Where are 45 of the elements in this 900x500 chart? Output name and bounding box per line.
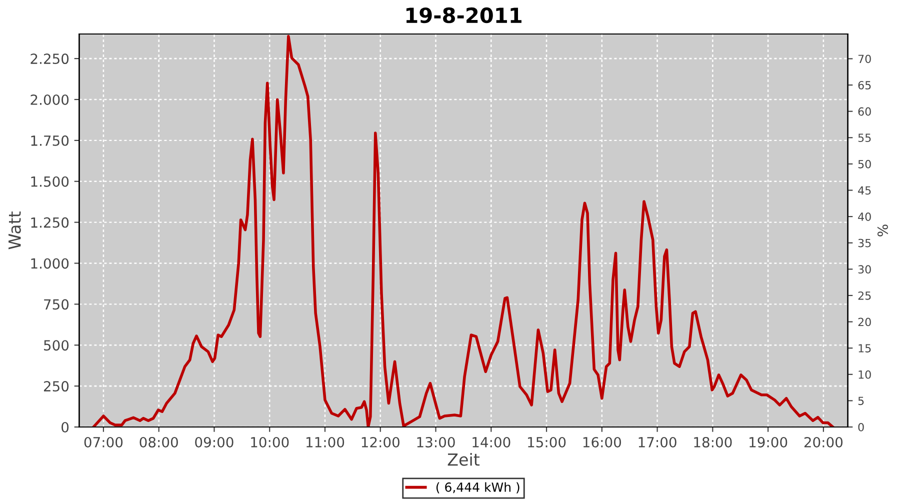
x-axis-title: Zeit bbox=[448, 452, 480, 466]
y2-tick-label: 0 bbox=[858, 422, 864, 432]
chart-title: 19-8-2011 bbox=[406, 7, 522, 24]
y2-tick-label: 30 bbox=[858, 265, 871, 274]
y-tick-label: 1.500 bbox=[31, 176, 69, 187]
y2-tick-label: 20 bbox=[858, 318, 871, 326]
y-tick-label: 1.000 bbox=[31, 258, 69, 269]
x-tick-label: 10:00 bbox=[251, 436, 289, 448]
y2-tick-label: 5 bbox=[858, 396, 864, 406]
y-axis-title: Watt bbox=[8, 212, 21, 250]
x-tick-label: 18:00 bbox=[694, 436, 732, 448]
y2-tick-label: 35 bbox=[858, 238, 871, 248]
x-tick-label: 13:00 bbox=[417, 436, 455, 448]
y-tick-label: 2.000 bbox=[30, 94, 69, 105]
y2-tick-label: 65 bbox=[858, 81, 871, 90]
x-tick-label: 14:00 bbox=[472, 436, 510, 448]
y-tick-label: 1.250 bbox=[31, 217, 69, 228]
y-tick-label: 250 bbox=[44, 381, 69, 392]
y2-tick-label: 10 bbox=[858, 370, 871, 379]
x-tick-label: 07:00 bbox=[84, 436, 123, 448]
y2-tick-label: 15 bbox=[858, 344, 871, 352]
x-tick-label: 15:00 bbox=[528, 436, 566, 448]
x-tick-label: 12:00 bbox=[362, 436, 400, 448]
y2-tick-label: 60 bbox=[858, 107, 871, 116]
y2-tick-label: 45 bbox=[858, 186, 871, 195]
y-tick-label: 750 bbox=[44, 299, 69, 310]
y2-axis-title: % bbox=[877, 224, 888, 236]
x-tick-label: 19:00 bbox=[750, 436, 788, 448]
x-tick-label: 09:00 bbox=[195, 436, 234, 448]
y2-tick-label: 40 bbox=[858, 212, 871, 221]
y-tick-label: 0 bbox=[62, 422, 69, 432]
y2-tick-label: 25 bbox=[858, 291, 871, 300]
x-tick-label: 11:00 bbox=[306, 436, 344, 448]
y-tick-label: 2.250 bbox=[30, 54, 69, 64]
y2-tick-label: 55 bbox=[858, 134, 871, 142]
line-series bbox=[92, 34, 834, 427]
x-tick-label: 20:00 bbox=[804, 436, 843, 448]
y2-tick-label: 70 bbox=[858, 54, 871, 64]
y2-tick-label: 50 bbox=[858, 160, 871, 168]
x-tick-label: 16:00 bbox=[583, 436, 621, 448]
x-tick-label: 17:00 bbox=[638, 436, 676, 448]
legend-label: ( 6,444 kWh ) bbox=[436, 482, 520, 494]
y-tick-label: 1.750 bbox=[31, 135, 69, 146]
y-tick-label: 500 bbox=[44, 340, 69, 351]
x-tick-label: 08:00 bbox=[140, 436, 178, 448]
